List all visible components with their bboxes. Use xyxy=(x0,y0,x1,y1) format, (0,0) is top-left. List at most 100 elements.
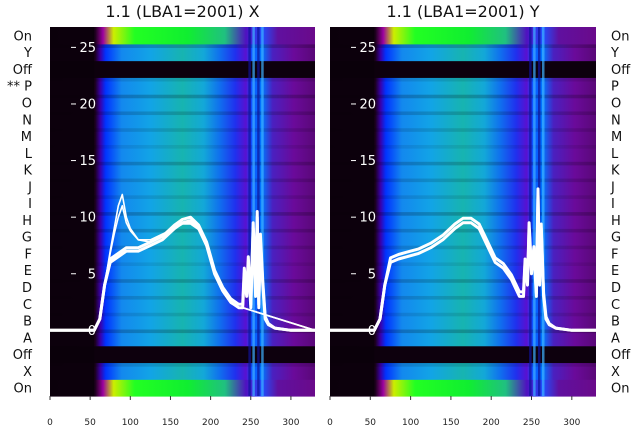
rfi-streak xyxy=(533,27,536,396)
overlay-line xyxy=(330,187,596,332)
x-tick-label: 50 xyxy=(84,418,96,428)
heatmap-row-shade xyxy=(330,245,596,250)
rfi-streak xyxy=(261,27,264,396)
row-label: B xyxy=(23,315,32,330)
heatmap-row-shade xyxy=(330,261,596,267)
row-label: E xyxy=(611,264,619,279)
heatmap-row-shade xyxy=(50,261,315,267)
row-label: K xyxy=(611,164,620,179)
heatmap-row-shade xyxy=(50,211,315,216)
y-tick-label: 20 xyxy=(359,97,376,112)
row-label: Off xyxy=(611,348,631,363)
x-tick-label: 0 xyxy=(327,418,333,428)
x-tick-label: 150 xyxy=(442,418,459,428)
row-label: Y xyxy=(610,46,619,61)
heatmap-row-shade xyxy=(50,228,315,233)
heatmap-row-shade xyxy=(50,245,315,250)
heatmap-row-shade xyxy=(50,127,315,132)
dark-band xyxy=(50,27,95,396)
row-label: P xyxy=(611,80,619,95)
row-label: L xyxy=(611,147,619,162)
row-label: N xyxy=(22,113,32,128)
heatmap-row-shade xyxy=(330,177,596,183)
heatmap-row-shade xyxy=(330,110,596,116)
row-label: On xyxy=(14,29,32,44)
heatmap-row-shade xyxy=(330,94,596,99)
row-label: N xyxy=(611,113,621,128)
heatmap-row-shade xyxy=(50,43,315,48)
x-tick-label: 150 xyxy=(162,418,179,428)
heatmap-row-shade xyxy=(50,77,315,82)
row-label: H xyxy=(611,214,621,229)
row-label: I xyxy=(611,197,615,212)
row-label: J xyxy=(27,180,32,195)
heatmap-row-shade xyxy=(330,77,596,82)
row-label: D xyxy=(611,281,621,296)
heatmap-row-shade xyxy=(330,211,596,216)
row-label: C xyxy=(23,298,32,313)
x-tick-label: 300 xyxy=(563,418,580,428)
heatmap-row-shade xyxy=(330,144,596,149)
heatmap-row-shade xyxy=(330,161,596,166)
y-tick-label: 10 xyxy=(359,211,376,226)
heatmap-row-shade xyxy=(330,127,596,132)
y-tick-label: 25 xyxy=(359,41,376,56)
row-label: F xyxy=(611,247,618,262)
y-tick-label: 5 xyxy=(368,267,376,282)
y-tick-label: 25 xyxy=(79,41,96,56)
row-label: B xyxy=(611,315,620,330)
row-label: L xyxy=(25,147,33,162)
heatmap-row-shade xyxy=(50,362,315,367)
row-label: O xyxy=(611,96,621,111)
row-label: F xyxy=(25,247,32,262)
row-label: On xyxy=(611,382,629,397)
x-tick-label: 200 xyxy=(483,418,500,428)
heatmap-row-shade xyxy=(50,312,315,317)
chart-title: 1.1 (LBA1=2001) Y xyxy=(386,2,539,21)
row-label: C xyxy=(611,298,620,313)
heatmap-row-shade xyxy=(330,295,596,300)
row-label: Off xyxy=(611,63,631,78)
row-label: Off xyxy=(13,348,33,363)
row-label: G xyxy=(22,231,32,246)
rfi-streak xyxy=(252,27,255,396)
row-label: M xyxy=(611,130,622,145)
row-label: G xyxy=(611,231,621,246)
row-label: A xyxy=(611,331,620,346)
heatmap-row-shade xyxy=(50,278,315,283)
row-label: E xyxy=(24,264,32,279)
x-tick-label: 200 xyxy=(202,418,219,428)
rfi-streak xyxy=(529,27,532,396)
heatmap-row-shade xyxy=(50,110,315,116)
x-tick-label: 0 xyxy=(47,418,53,428)
x-tick-label: 100 xyxy=(402,418,419,428)
row-label: X xyxy=(611,365,620,380)
rfi-streak xyxy=(541,27,545,396)
heatmap-row-shade xyxy=(50,194,315,199)
row-label: O xyxy=(22,96,32,111)
overlay-line xyxy=(50,210,315,332)
y-tick-label: 15 xyxy=(359,154,376,169)
heatmap-row-shade xyxy=(50,328,315,334)
rfi-streak xyxy=(248,27,251,396)
y-tick-label: 15 xyxy=(79,154,96,169)
row-label: J xyxy=(610,180,615,195)
row-label: On xyxy=(611,29,629,44)
row-label: H xyxy=(22,214,32,229)
row-label: M xyxy=(21,130,32,145)
chart-title: 1.1 (LBA1=2001) X xyxy=(105,2,259,21)
overlay-line xyxy=(50,205,316,332)
dark-band xyxy=(330,27,375,396)
heatmap-row-shade xyxy=(330,312,596,317)
x-tick-label: 50 xyxy=(365,418,377,428)
row-label: On xyxy=(14,382,32,397)
heatmap-row-shade xyxy=(330,278,596,283)
heatmap-row-shade xyxy=(50,94,315,99)
row-label: Off xyxy=(13,63,33,78)
row-label: Y xyxy=(23,46,32,61)
heatmap-row-shade xyxy=(50,177,315,183)
heatmap-row-shade xyxy=(50,144,315,149)
